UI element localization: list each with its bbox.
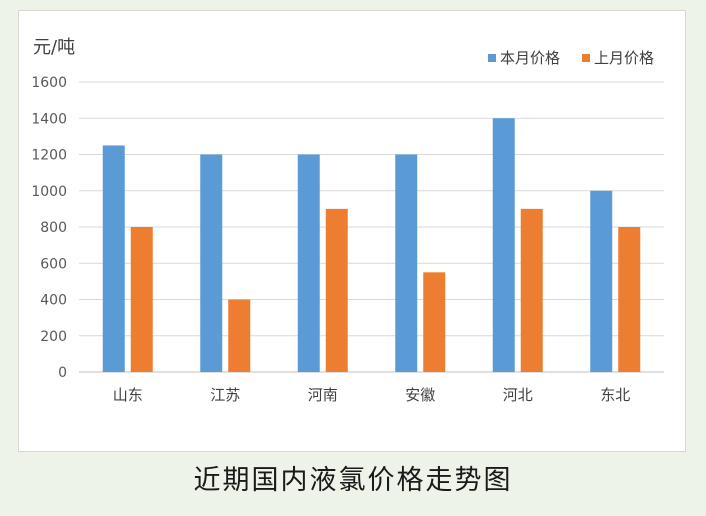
- bar-last-month: [130, 227, 153, 372]
- bar-current-month: [492, 118, 515, 372]
- bars: [102, 118, 641, 372]
- bar-last-month: [325, 208, 348, 372]
- y-axis-ticks: 0 200 400 600 800 1000 1200 1400 1600: [31, 75, 67, 381]
- y-tick-label: 0: [58, 365, 67, 381]
- x-tick-label: 江苏: [210, 386, 240, 404]
- y-tick-label: 1400: [31, 111, 67, 127]
- bar-current-month: [200, 154, 223, 372]
- x-axis-ticks: 山东 江苏 河南 安徽 河北 东北: [113, 386, 631, 404]
- x-tick-label: 山东: [113, 386, 143, 404]
- x-tick-label: 河北: [503, 386, 533, 404]
- legend: 本月价格 上月价格: [488, 49, 654, 67]
- bar-last-month: [228, 299, 251, 372]
- legend-swatch: [488, 54, 496, 62]
- legend-label: 本月价格: [500, 49, 560, 67]
- y-tick-label: 1600: [31, 75, 67, 91]
- bar-current-month: [102, 145, 125, 372]
- bar-last-month: [423, 272, 446, 372]
- figure-caption: 近期国内液氯价格走势图: [193, 465, 513, 496]
- bar-chart: 0 200 400 600 800 1000 1200 1400 1600 山东 江苏 河南 安徽 河北…: [31, 37, 664, 404]
- y-tick-label: 800: [40, 220, 67, 236]
- legend-label: 上月价格: [594, 49, 654, 67]
- bar-last-month: [618, 227, 641, 372]
- gridlines: [79, 81, 664, 373]
- x-tick-label: 河南: [308, 386, 338, 404]
- chart-panel: 0 200 400 600 800 1000 1200 1400 1600 山东 江苏 河南 安徽 河北…: [18, 10, 686, 452]
- y-axis-label: 元/吨: [33, 37, 75, 58]
- y-tick-label: 400: [40, 293, 67, 309]
- y-tick-label: 1200: [31, 148, 67, 164]
- bar-current-month: [395, 154, 418, 372]
- y-tick-label: 1000: [31, 184, 67, 200]
- y-tick-label: 600: [40, 256, 67, 272]
- bar-current-month: [297, 154, 320, 372]
- y-tick-label: 200: [40, 329, 67, 345]
- x-tick-label: 东北: [600, 386, 630, 404]
- x-tick-label: 安徽: [405, 386, 435, 404]
- bar-last-month: [520, 208, 543, 372]
- bar-current-month: [590, 190, 613, 372]
- legend-swatch: [582, 54, 590, 62]
